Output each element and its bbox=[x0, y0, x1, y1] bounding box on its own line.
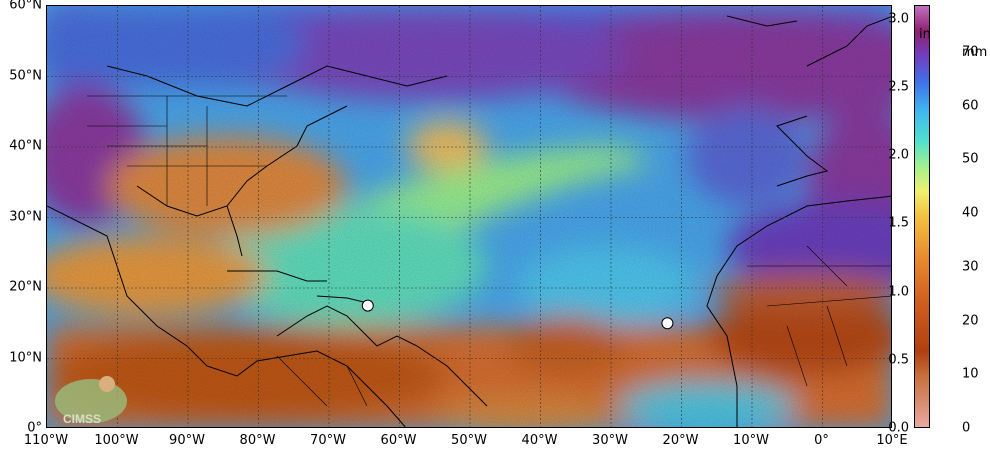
latitude-label: 10°N bbox=[9, 350, 42, 365]
colorbar-inch-unit: in bbox=[919, 27, 931, 42]
longitude-label: 70°W bbox=[310, 433, 346, 448]
colorbar-mm-tick: 10 bbox=[962, 366, 979, 382]
storm-marker-east bbox=[661, 317, 674, 330]
colorbar bbox=[914, 5, 930, 428]
longitude-label: 100°W bbox=[94, 433, 139, 448]
graticule bbox=[47, 6, 891, 427]
colorbar-inch-tick: 0.0 bbox=[888, 420, 909, 436]
texture-noise bbox=[47, 6, 891, 427]
logo-text: CIMSS bbox=[63, 412, 101, 426]
colorbar-inch-tick: 2.0 bbox=[888, 147, 909, 163]
latitude-label: 30°N bbox=[9, 209, 42, 224]
latitude-label: 40°N bbox=[9, 138, 42, 154]
colorbar-mm-tick: 20 bbox=[962, 313, 979, 328]
latitude-label: 50°N bbox=[9, 68, 42, 83]
storm-markers bbox=[361, 299, 674, 330]
latitude-label: 60°N bbox=[9, 0, 42, 13]
latitude-label: 0° bbox=[27, 420, 42, 436]
longitude-label: 10°W bbox=[733, 433, 769, 448]
colorbar-inch-tick: 3.0 bbox=[888, 11, 909, 27]
longitude-label: 60°W bbox=[380, 433, 417, 448]
coastlines bbox=[47, 15, 891, 427]
colorbar-mm-tick: 50 bbox=[962, 151, 979, 167]
colorbar-inch-tick: 0.5 bbox=[888, 352, 909, 368]
colorbar-inch-tick: 2.5 bbox=[888, 79, 909, 95]
longitude-label: 10°E bbox=[876, 433, 908, 448]
colorbar-mm-tick: 30 bbox=[962, 259, 979, 275]
longitude-label: 90°W bbox=[169, 433, 205, 448]
longitude-label: 0° bbox=[814, 433, 829, 448]
colorbar-mm-tick: 70 bbox=[962, 44, 979, 60]
storm-marker-west bbox=[361, 299, 374, 312]
political-borders bbox=[87, 95, 891, 407]
longitude-label: 110°W bbox=[23, 433, 69, 448]
colorbar-mm-tick: 60 bbox=[962, 98, 979, 113]
longitude-label: 30°W bbox=[592, 433, 628, 448]
latitude-label: 20°N bbox=[9, 279, 42, 295]
cimss-logo: CIMSS bbox=[55, 376, 127, 426]
longitude-label: 50°W bbox=[451, 433, 487, 448]
longitude-label: 40°W bbox=[521, 433, 558, 448]
colorbar-inch-tick: 1.5 bbox=[888, 215, 909, 231]
colorbar-mm-unit: mm bbox=[962, 45, 988, 60]
colorbar-mm-tick: 0 bbox=[962, 420, 971, 436]
map-canvas: CIMSS bbox=[47, 6, 891, 427]
colorbar-inch-tick: 1.0 bbox=[888, 284, 909, 300]
precipitable-water-map: CIMSS bbox=[46, 5, 892, 428]
longitude-label: 20°W bbox=[662, 433, 699, 448]
longitude-label: 80°W bbox=[239, 433, 276, 448]
colorbar-mm-tick: 40 bbox=[962, 205, 979, 221]
